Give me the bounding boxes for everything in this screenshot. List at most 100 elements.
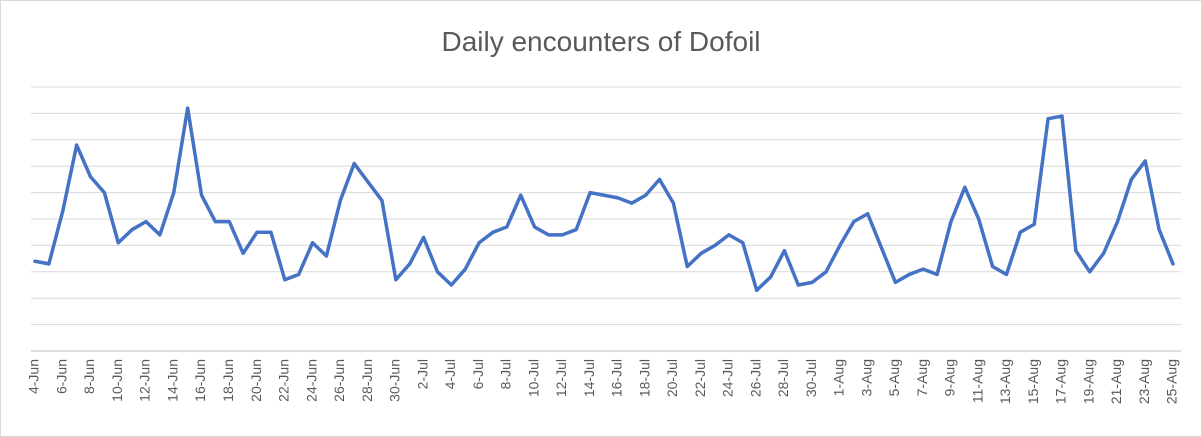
data-point — [61, 209, 65, 213]
data-point — [1088, 270, 1092, 274]
data-point — [255, 230, 259, 234]
data-point — [810, 280, 814, 284]
x-tick-label: 15-Aug — [1025, 359, 1041, 404]
x-tick-label: 20-Jun — [248, 359, 264, 402]
data-point — [796, 283, 800, 287]
x-tick-label: 8-Jun — [81, 359, 97, 394]
data-point — [269, 230, 273, 234]
data-point — [768, 275, 773, 279]
data-point — [630, 201, 634, 205]
data-point — [866, 212, 870, 216]
data-point — [588, 191, 592, 195]
x-tick-label: 28-Jul — [775, 359, 791, 397]
x-tick-label: 13-Aug — [997, 359, 1013, 404]
data-point — [1171, 262, 1175, 266]
x-tick-label: 2-Jul — [414, 359, 430, 389]
data-point — [1004, 272, 1009, 277]
data-point — [782, 249, 787, 253]
data-point — [921, 267, 925, 271]
data-point — [574, 227, 578, 232]
data-point — [935, 272, 939, 277]
data-point — [435, 270, 440, 274]
data-point — [1032, 222, 1036, 226]
data-point — [644, 193, 648, 197]
data-point — [75, 143, 79, 147]
data-point — [1115, 220, 1120, 224]
x-tick-label: 17-Aug — [1053, 359, 1069, 404]
data-point — [199, 193, 204, 197]
data-point — [310, 241, 315, 245]
data-point — [990, 264, 995, 269]
x-tick-label: 1-Aug — [831, 359, 847, 396]
x-tick-label: 24-Jun — [303, 359, 319, 402]
data-point — [505, 225, 509, 229]
data-point — [408, 262, 412, 266]
data-point — [657, 177, 662, 181]
data-point — [47, 262, 51, 266]
data-point — [297, 272, 301, 277]
x-tick-label: 6-Jun — [53, 359, 69, 394]
gridlines — [31, 86, 1181, 326]
data-point — [172, 191, 176, 195]
data-point — [491, 230, 495, 234]
data-point — [1143, 159, 1147, 163]
x-tick-label: 10-Jul — [525, 359, 541, 397]
data-point — [1102, 251, 1106, 255]
x-tick-label: 9-Aug — [942, 359, 958, 396]
data-point — [838, 243, 842, 247]
x-tick-label: 26-Jun — [331, 359, 347, 402]
data-point — [533, 225, 537, 229]
x-tick-label: 19-Aug — [1080, 359, 1096, 404]
x-tick-label: 24-Jul — [720, 359, 736, 397]
data-point — [824, 270, 828, 274]
x-tick-label: 21-Aug — [1108, 359, 1124, 404]
x-tick-label: 20-Jul — [664, 359, 680, 397]
x-tick-label: 8-Jul — [498, 359, 514, 389]
x-tick-label: 18-Jun — [220, 359, 236, 402]
data-point — [616, 196, 620, 200]
x-tick-label: 4-Jul — [442, 359, 458, 389]
chart-title: Daily encounters of Dofoil — [441, 26, 760, 57]
data-point — [477, 241, 481, 245]
data-point — [421, 235, 426, 240]
data-point — [879, 246, 884, 250]
x-tick-label: 6-Jul — [470, 359, 486, 389]
data-point — [130, 227, 134, 232]
x-tick-label: 23-Aug — [1136, 359, 1152, 404]
data-point — [366, 180, 370, 184]
data-point — [949, 220, 953, 224]
data-point — [158, 233, 162, 237]
x-tick-label: 22-Jul — [692, 359, 708, 397]
data-point — [227, 220, 231, 224]
data-point — [1129, 177, 1133, 181]
data-point — [394, 278, 398, 282]
data-point — [1157, 227, 1161, 232]
x-tick-label: 4-Jun — [26, 359, 42, 394]
data-point — [186, 106, 190, 110]
x-tick-label: 11-Aug — [969, 359, 985, 403]
x-tick-label: 26-Jul — [747, 359, 763, 397]
data-point — [699, 251, 703, 255]
data-point — [33, 259, 37, 263]
x-tick-label: 16-Jul — [609, 359, 625, 397]
data-point — [1060, 114, 1064, 118]
data-point — [1046, 117, 1050, 121]
data-point — [713, 243, 717, 247]
data-point — [283, 278, 287, 282]
x-tick-label: 28-Jun — [359, 359, 375, 402]
data-point — [519, 193, 523, 197]
data-point — [102, 191, 106, 195]
data-point — [893, 280, 898, 284]
data-point — [144, 220, 148, 224]
x-tick-label: 7-Aug — [914, 359, 930, 396]
data-point — [602, 193, 606, 197]
data-point — [741, 241, 745, 245]
x-tick-labels: 4-Jun 6-Jun 8-Jun 10-Jun 12-Jun 14-Jun 16-Jun 1… — [26, 359, 1180, 404]
data-point — [463, 267, 467, 271]
data-point — [852, 220, 856, 224]
data-point — [324, 254, 329, 258]
x-tick-label: 5-Aug — [886, 359, 902, 396]
data-point — [671, 201, 675, 205]
